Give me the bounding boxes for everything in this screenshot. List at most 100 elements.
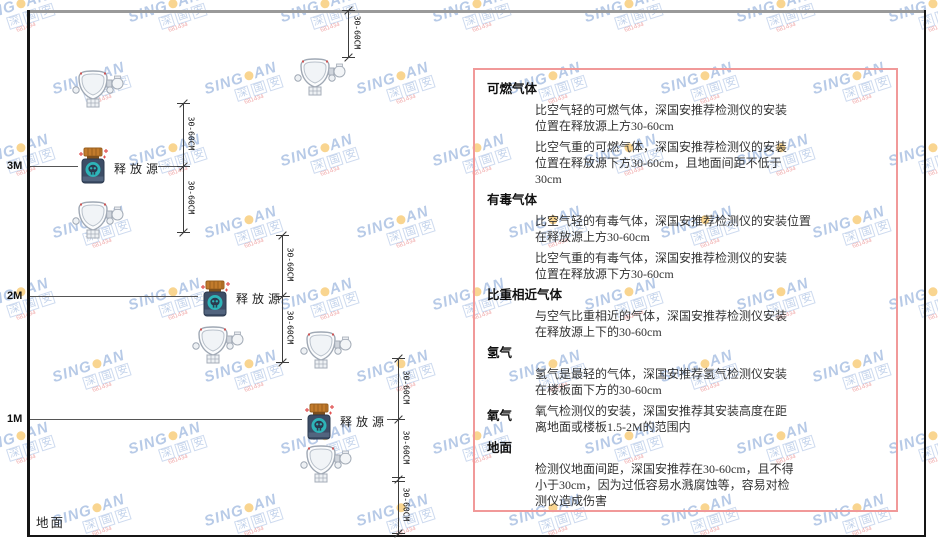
- singoan-dot-icon: [90, 502, 103, 514]
- watermark-code-text: 681434: [16, 136, 128, 178]
- release-source-icon: [200, 280, 231, 317]
- singoan-dot-icon: [14, 0, 27, 10]
- singoan-seal-text: 深国安: [5, 265, 126, 318]
- watermark-code-text: 681434: [167, 21, 189, 34]
- singoan-seal-text: 深国安: [917, 0, 938, 30]
- singoan-dot-icon: [926, 430, 938, 442]
- watermark-code-text: 681434: [243, 525, 265, 538]
- singoan-dot-icon: [926, 142, 938, 154]
- singoan-dot-icon: [926, 0, 938, 10]
- release-source-icon: [78, 147, 109, 184]
- singoan-seal-text: 深国安: [81, 481, 202, 534]
- release-source-icon: [304, 403, 335, 440]
- watermark-code-text: 681434: [927, 453, 938, 466]
- singoan-dot-icon: [242, 214, 255, 226]
- dimension-label: 30-60CM: [352, 15, 362, 50]
- singoan-dot-icon: [318, 0, 331, 10]
- leader-line-2m: [30, 296, 198, 297]
- watermark-code-text: 681434: [319, 309, 341, 322]
- singoan-seal-text: 深国安: [613, 0, 734, 30]
- watermark-code-text: 681434: [167, 165, 189, 178]
- singoan-seal-text: 深国安: [309, 265, 430, 318]
- watermark-code-text: 681434: [16, 0, 128, 34]
- gas-detector-icon: [192, 326, 244, 364]
- dimension-label: 30-60CM: [186, 180, 196, 215]
- singoan-seal-text: 深国安: [461, 0, 582, 30]
- singoan-dot-icon: [90, 358, 103, 370]
- singoan-dot-icon: [242, 358, 255, 370]
- ground-line: [27, 535, 926, 537]
- watermark-code-text: 681434: [319, 21, 341, 34]
- leader-line-1m: [30, 419, 302, 420]
- watermark-code-text: 681434: [623, 21, 645, 34]
- right-border-line: [924, 10, 926, 537]
- ceiling-slab-line: [28, 10, 926, 13]
- section-header-ground: 地面: [487, 441, 513, 455]
- release-source-label: 释放源: [236, 292, 285, 306]
- singoan-dot-icon: [470, 0, 483, 10]
- watermark-code-text: 681434: [319, 165, 341, 178]
- watermark-code-text: 681434: [91, 381, 113, 394]
- section-paragraph: 检测仪地面间距，深国安推荐在30-60cm，且不得 小于30cm，因为过低容易水…: [535, 462, 794, 508]
- section-paragraph: 与空气比重相近的气体，深国安推荐检测仪安装 在释放源上下的30-60cm: [535, 309, 788, 339]
- level-label-3m: 3M: [7, 160, 23, 172]
- singoan-seal-text: 深国安: [5, 0, 126, 30]
- watermark-code-text: 681434: [927, 309, 938, 322]
- dimension-label: 30-60CM: [401, 370, 411, 405]
- section-paragraph: 比空气轻的有毒气体，深国安推荐检测仪的安装位置 在释放源上方30-60cm: [535, 214, 812, 244]
- gas-detector-icon: [300, 331, 352, 369]
- section-header-hydrogen: 氢气: [487, 346, 513, 360]
- singoan-seal-text: 深国安: [81, 337, 202, 390]
- dimension-line: [282, 235, 283, 362]
- singoan-dot-icon: [14, 142, 27, 154]
- singoan-dot-icon: [318, 286, 331, 298]
- connector-3m: [158, 166, 190, 167]
- ground-label: 地面: [36, 516, 66, 530]
- singoan-seal-text: 深国安: [765, 0, 886, 30]
- leader-line-3m: [30, 166, 78, 167]
- singoan-dot-icon: [166, 142, 179, 154]
- watermark-code-text: 681434: [16, 424, 128, 466]
- section-header-combustible-gas: 可燃气体: [487, 82, 538, 96]
- watermark-code-text: 681434: [927, 165, 938, 178]
- section-header-similar-density-gas: 比重相近气体: [487, 288, 563, 302]
- singoan-dot-icon: [926, 286, 938, 298]
- singoan-seal-text: 深国安: [5, 409, 126, 462]
- singoan-dot-icon: [394, 70, 407, 82]
- section-paragraph: 比空气重的可燃气体，深国安推荐检测仪的安装 位置在释放源下方30-60cm，且地…: [535, 140, 788, 186]
- watermark-code-text: 681434: [16, 280, 128, 322]
- watermark-code-text: 681434: [167, 453, 189, 466]
- dimension-line: [348, 10, 349, 58]
- singoan-dot-icon: [166, 430, 179, 442]
- singoan-seal-text: 深国安: [233, 481, 354, 534]
- singoan-dot-icon: [394, 214, 407, 226]
- gas-detector-icon: [72, 201, 124, 239]
- section-paragraph: 氢气是最轻的气体，深国安推荐氢气检测仪安装 在楼板面下方的30-60cm: [535, 367, 788, 397]
- section-paragraph: 比空气重的有毒气体，深国安推荐检测仪的安装 位置在释放源下方30-60cm: [535, 251, 788, 281]
- gas-detector-icon: [72, 70, 124, 108]
- dimension-label: 30-60CM: [401, 487, 411, 522]
- gas-detector-icon: [294, 58, 346, 96]
